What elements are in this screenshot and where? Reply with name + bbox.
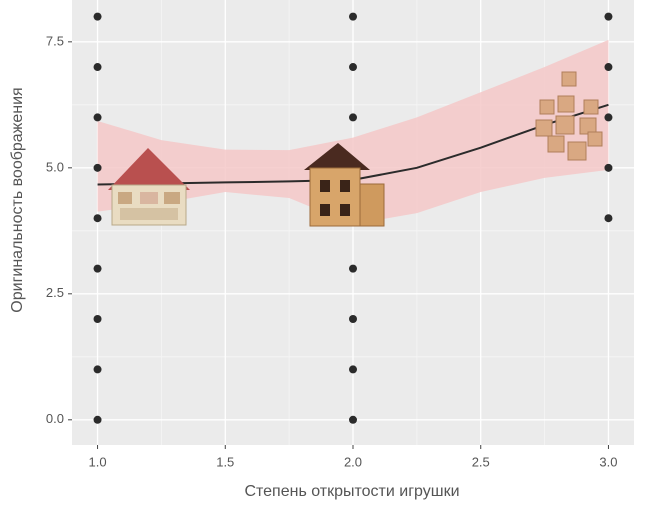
block <box>535 119 553 137</box>
x-tick-label: 2.0 <box>344 454 362 469</box>
block <box>583 99 599 115</box>
block <box>557 95 575 113</box>
point <box>93 264 102 273</box>
point <box>604 214 613 223</box>
block <box>567 141 587 161</box>
block <box>547 135 565 153</box>
x-axis-title: Степень открытости игрушки <box>244 483 459 500</box>
y-tick-label: 0.0 <box>46 411 64 426</box>
point <box>604 113 613 122</box>
y-tick-label: 7.5 <box>46 33 64 48</box>
point <box>93 214 102 223</box>
point <box>349 264 357 273</box>
point <box>349 415 357 424</box>
point <box>93 315 102 324</box>
point <box>349 315 357 324</box>
point <box>93 415 102 424</box>
dollhouse-room <box>164 192 180 204</box>
block <box>539 99 555 115</box>
dollhouse-room <box>140 192 158 204</box>
point <box>604 163 613 172</box>
point <box>93 113 102 122</box>
x-tick-label: 1.0 <box>89 454 107 469</box>
dollhouse <box>108 148 190 226</box>
x-tick-label: 1.5 <box>216 454 234 469</box>
point <box>349 365 357 374</box>
y-axis-title: Оригинальность воображения <box>9 87 26 312</box>
x-tick-label: 2.5 <box>472 454 490 469</box>
point <box>604 12 613 21</box>
log-house-window <box>340 204 350 216</box>
point <box>93 63 102 72</box>
toys <box>108 71 603 227</box>
point <box>93 163 102 172</box>
block <box>555 115 575 135</box>
point <box>349 63 357 72</box>
dollhouse-room <box>118 192 132 204</box>
points-layer <box>93 12 613 424</box>
point <box>604 63 613 72</box>
log-house-body <box>309 167 361 227</box>
point <box>349 113 357 122</box>
blocks <box>535 71 603 161</box>
y-tick-label: 2.5 <box>46 285 64 300</box>
point <box>93 12 102 21</box>
confidence-band <box>97 39 609 225</box>
dollhouse-room <box>120 208 178 220</box>
point <box>93 365 102 374</box>
block <box>561 71 577 87</box>
dollhouse-roof <box>108 148 190 190</box>
log-house-roof <box>304 143 370 170</box>
log-house <box>304 143 385 227</box>
point <box>349 12 357 21</box>
log-house-wing <box>359 183 385 227</box>
log-house-window <box>320 204 330 216</box>
y-tick-label: 5.0 <box>46 159 64 174</box>
log-house-window <box>340 180 350 192</box>
block <box>587 131 603 147</box>
x-tick-label: 3.0 <box>599 454 617 469</box>
log-house-window <box>320 180 330 192</box>
